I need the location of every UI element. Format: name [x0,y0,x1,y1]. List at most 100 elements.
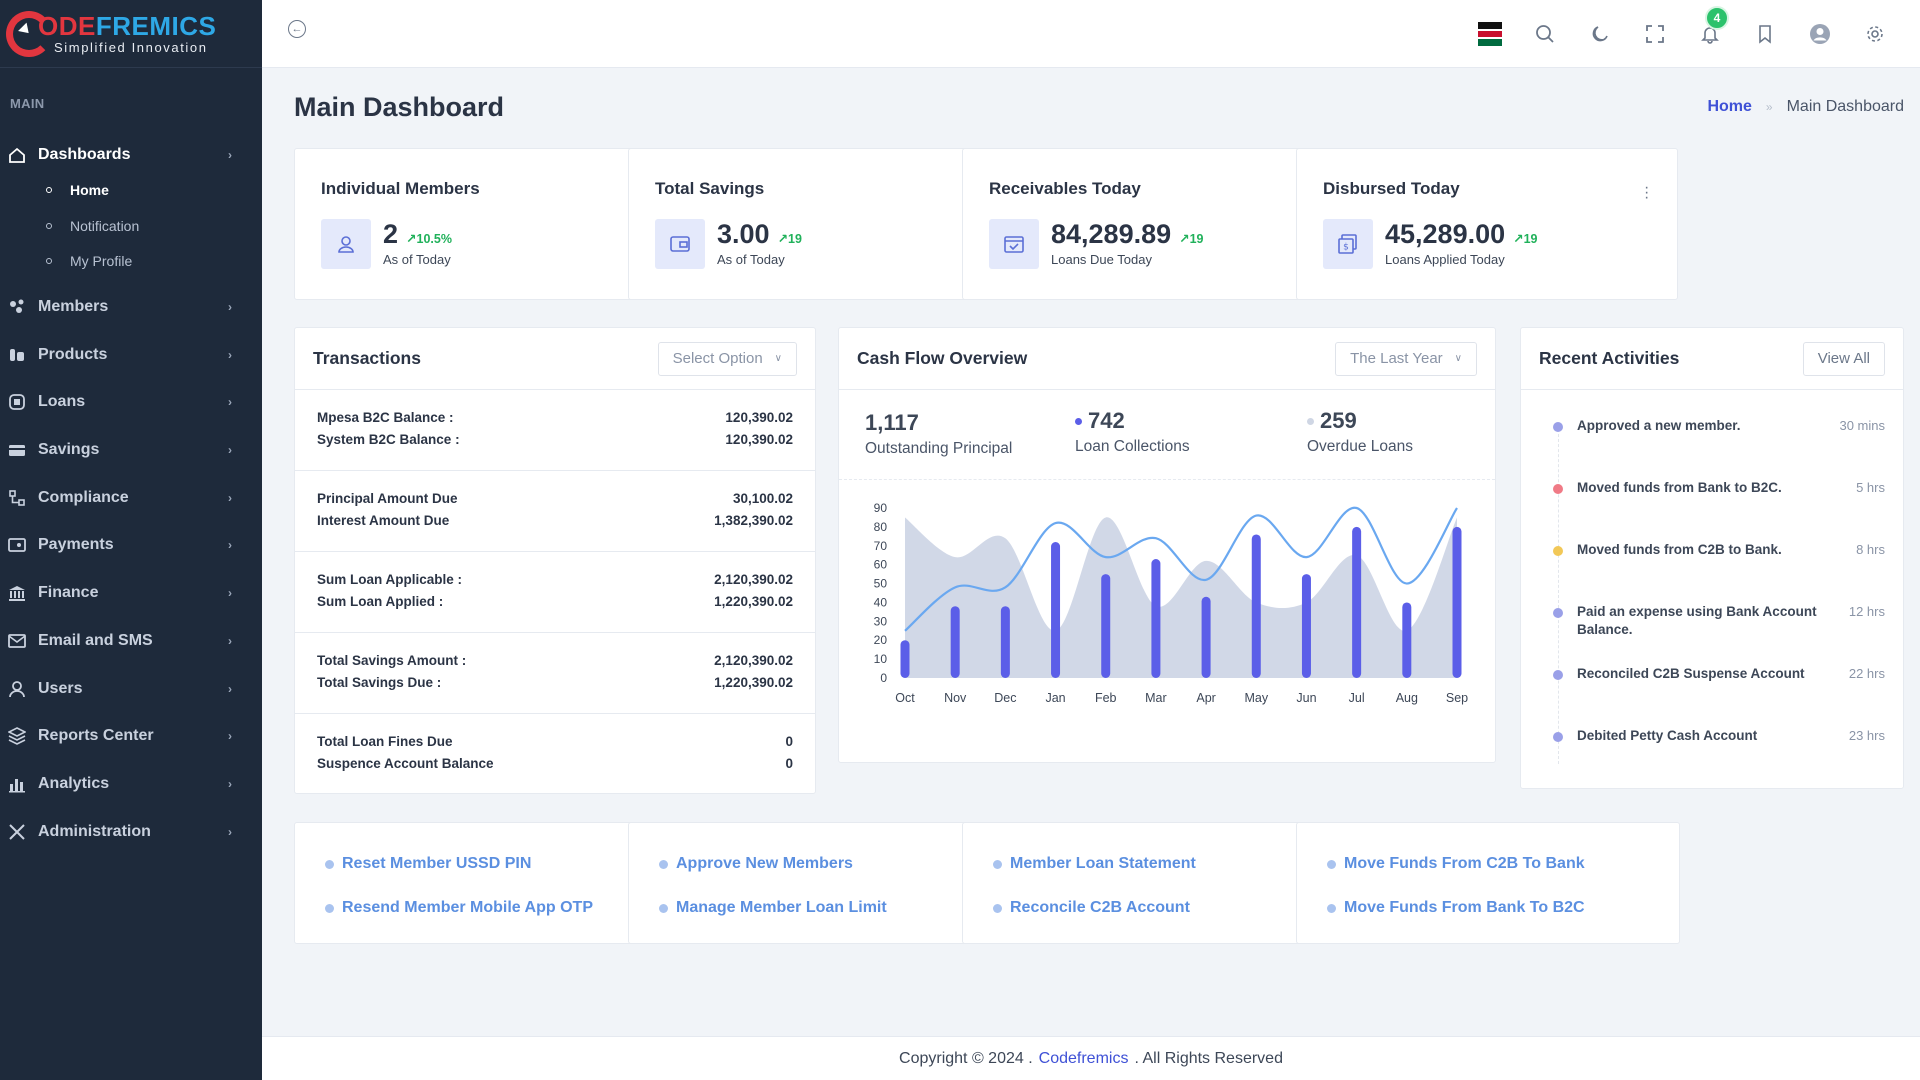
sidebar-item-finance[interactable]: Finance › [0,569,262,617]
quick-link-move-funds-from-bank-to-b2c[interactable]: Move Funds From Bank To B2C [1327,897,1649,919]
quick-link-label: Move Funds From C2B To Bank [1344,855,1585,872]
y-tick-label: 30 [874,614,888,628]
sidebar-nav: Dashboards › Home Notification My Profile Mem… [0,131,262,855]
bar-chart-icon [8,775,26,793]
y-tick-label: 50 [874,577,888,591]
mail-icon [8,632,26,650]
sidebar-item-email-and-sms[interactable]: Email and SMS › [0,617,262,665]
cashflow-range-value: The Last Year [1350,350,1443,367]
topbar: ← 4 [262,0,1920,68]
money-icon: $ [1323,219,1373,269]
sidebar-item-label: Reports Center [38,727,154,745]
quick-link-move-funds-from-c2b-to-bank[interactable]: Move Funds From C2B To Bank [1327,853,1649,875]
transaction-value: 1,220,390.02 [714,593,793,609]
breadcrumb-home-link[interactable]: Home [1707,98,1752,115]
quick-link-reset-member-ussd-pin[interactable]: Reset Member USSD PIN [325,853,647,875]
transaction-value: 1,220,390.02 [714,674,793,690]
footer-company-link[interactable]: Codefremics [1038,1049,1129,1067]
settings-button[interactable] [1847,16,1902,52]
transaction-label: Interest Amount Due [317,512,450,528]
stat-trend-value: 10.5% [416,232,452,246]
quick-link-manage-member-loan-limit[interactable]: Manage Member Loan Limit [659,897,981,919]
y-tick-label: 60 [874,558,888,572]
activity-text: Approved a new member. [1577,418,1741,433]
sidebar-item-administration[interactable]: Administration › [0,808,262,856]
quick-links-card: Member Loan Statement Reconcile C2B Accou… [962,822,1346,944]
quick-link-member-loan-statement[interactable]: Member Loan Statement [993,853,1315,875]
activity-text: Paid an expense using Bank Account Balan… [1577,604,1817,637]
sidebar-item-members[interactable]: Members › [0,283,262,331]
language-flag-button[interactable] [1462,16,1517,52]
stat-value: 45,289.00 [1385,219,1506,249]
quick-link-reconcile-c2b-account[interactable]: Reconcile C2B Account [993,897,1315,919]
sidebar-item-reports-center[interactable]: Reports Center › [0,712,262,760]
sidebar-item-loans[interactable]: Loans › [0,379,262,427]
theme-toggle-button[interactable] [1572,16,1627,52]
transactions-filter-value: Select Option [672,350,763,367]
layers-icon [8,727,26,746]
sidebar: ODEFREMICS Simplified Innovation MAIN Da… [0,0,262,1080]
sidebar-item-savings[interactable]: Savings › [0,426,262,474]
x-tick-label: Jan [1045,691,1065,705]
view-all-button[interactable]: View All [1802,341,1885,376]
search-button[interactable] [1517,16,1572,52]
transaction-label: Mpesa B2C Balance : [317,409,454,425]
sidebar-toggle-icon[interactable]: ← [288,20,306,38]
notifications-button[interactable]: 4 [1682,6,1737,52]
x-tick-label: Dec [994,691,1016,705]
activity-item: Debited Petty Cash Account 23 hrs [1539,718,1885,780]
quick-links-card: Move Funds From C2B To Bank Move Funds Fr… [1296,822,1680,944]
transaction-label: Total Loan Fines Due [317,733,453,749]
transaction-label: Sum Loan Applicable : [317,571,463,587]
x-tick-label: Jul [1349,691,1365,705]
sidebar-item-users[interactable]: Users › [0,665,262,713]
gear-icon [1866,26,1883,42]
cashflow-range-select[interactable]: The Last Year ∨ [1335,341,1477,376]
outstanding-principal-stat: 1,117 Outstanding Principal [865,410,1012,458]
submenu-item-my-profile[interactable]: My Profile [0,244,262,280]
sidebar-item-label: Administration [38,822,151,840]
x-tick-label: Mar [1145,691,1167,705]
bar [1051,542,1061,678]
more-vertical-icon[interactable]: ··· [1644,179,1650,206]
stat-subtitle: Loans Applied Today [1385,252,1505,267]
footer-copyright: Copyright © 2024 . [899,1049,1033,1067]
quick-link-resend-member-mobile-app-otp[interactable]: Resend Member Mobile App OTP [325,897,647,919]
activity-time: 5 hrs [1856,480,1885,495]
breadcrumb-separator-icon: » [1765,100,1773,114]
bookmark-button[interactable] [1737,16,1792,52]
main-content: Main Dashboard Home » Main Dashboard Ind… [262,68,1920,1036]
sidebar-item-analytics[interactable]: Analytics › [0,760,262,808]
sidebar-item-products[interactable]: Products › [0,331,262,379]
profile-button[interactable] [1792,16,1847,52]
activity-item: Moved funds from Bank to B2C. 5 hrs [1539,470,1885,532]
overdue-loans-legend-dot [1307,417,1314,425]
transaction-value: 2,120,390.02 [714,571,793,587]
x-tick-label: Apr [1196,691,1215,705]
bar [1101,574,1111,678]
sidebar-item-payments[interactable]: Payments › [0,522,262,570]
submenu-item-home[interactable]: Home [0,173,262,209]
transactions-filter-select[interactable]: Select Option ∨ [657,341,797,376]
submenu-item-notification[interactable]: Notification [0,208,262,244]
sidebar-item-dashboards[interactable]: Dashboards › [0,131,262,179]
quick-link-approve-new-members[interactable]: Approve New Members [659,853,981,875]
line-series [904,506,1458,632]
stat-card-individual-members: Individual Members···2↗10.5%As of Today [294,148,676,300]
bar [1301,574,1311,678]
overdue-loans-stat: 259 Overdue Loans [1307,408,1413,456]
quick-link-label: Resend Member Mobile App OTP [342,899,593,916]
sidebar-item-compliance[interactable]: Compliance › [0,474,262,522]
transaction-label: System B2C Balance : [317,431,460,447]
avatar-icon [1809,24,1830,44]
transactions-card: Transactions Select Option ∨ Mpesa B2C B… [294,327,816,794]
cashflow-title: Cash Flow Overview [857,348,1028,368]
stat-value: 84,289.89 [1051,219,1172,249]
outstanding-principal-label: Outstanding Principal [865,440,1013,457]
stat-trend-value: 19 [1189,232,1204,246]
fullscreen-button[interactable] [1627,16,1682,52]
chevron-right-icon: › [228,490,232,505]
cashflow-chart: 0 10 20 30 40 50 60 70 80 90 Oct Nov Dec Jan Feb Mar Apr… [874,501,1469,705]
brand-logo[interactable]: ODEFREMICS Simplified Innovation [0,0,262,68]
